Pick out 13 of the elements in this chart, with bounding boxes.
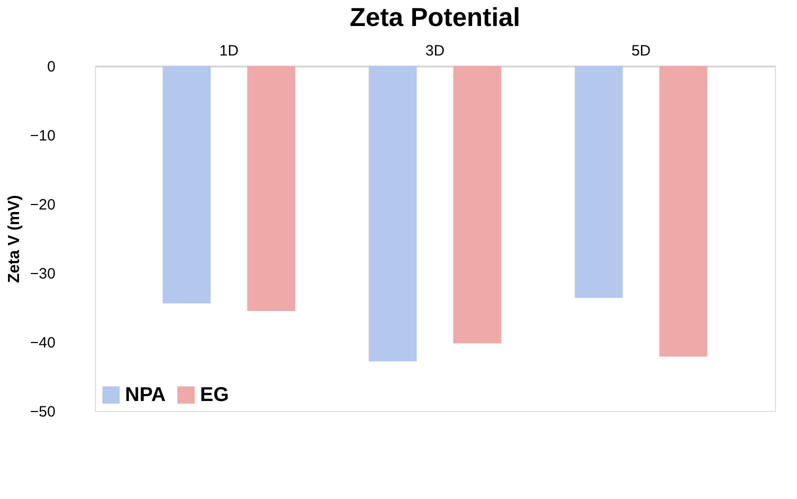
x-tick-label: 3D bbox=[425, 42, 445, 60]
y-tick-label: −40 bbox=[30, 334, 56, 352]
y-axis-title: Zeta V (mV) bbox=[6, 194, 24, 284]
y-tick-label: −50 bbox=[30, 404, 56, 420]
legend-label: NPA bbox=[125, 384, 166, 406]
y-tick-label: −20 bbox=[30, 196, 56, 214]
legend-label: EG bbox=[200, 384, 229, 406]
chart-title: Zeta Potential bbox=[350, 2, 520, 32]
y-tick-label: −30 bbox=[30, 266, 56, 282]
y-tick-label: −10 bbox=[30, 128, 56, 144]
y-tick-label: 0 bbox=[47, 58, 56, 76]
x-tick-label: 1D bbox=[219, 42, 239, 60]
x-tick-label: 5D bbox=[631, 42, 651, 60]
